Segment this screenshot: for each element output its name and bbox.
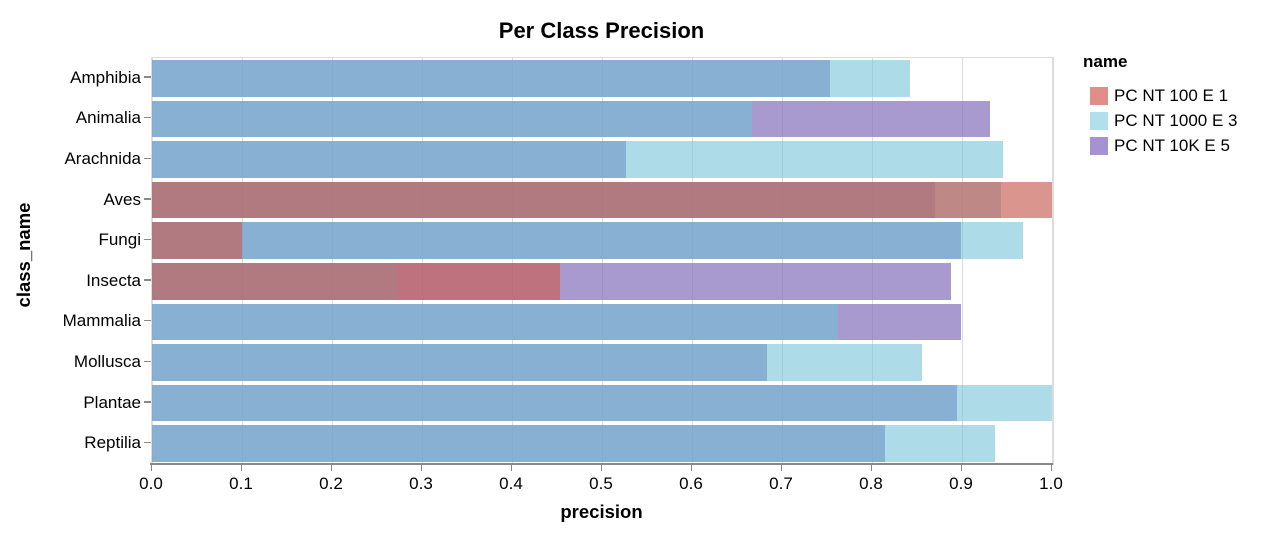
y-category-label: Arachnida (64, 149, 141, 168)
y-axis-title-text: class_name (13, 202, 34, 308)
gridline (1051, 58, 1053, 464)
x-tick-label: 0.0 (139, 474, 163, 493)
x-tick-label: 0.7 (769, 474, 793, 493)
bar-row (152, 141, 1052, 178)
plot-area (151, 57, 1054, 465)
y-category-label: Mammalia (62, 311, 141, 331)
bar-segment (152, 303, 838, 341)
y-tick (144, 441, 151, 444)
gridline (781, 58, 783, 464)
bar-segment (152, 263, 560, 300)
legend-items: PC NT 100 E 1 PC NT 1000 E 3 PC NT 10K E 5 (1083, 86, 1237, 161)
bar-segment (152, 425, 996, 462)
bar-row (152, 100, 1052, 138)
y-tick (144, 157, 151, 159)
bar-segment (152, 141, 1004, 178)
bar-row (152, 384, 1052, 422)
legend-item: PC NT 100 E 1 (1083, 86, 1228, 111)
y-tick (144, 319, 151, 322)
x-tick-label: 0.8 (859, 474, 883, 493)
legend-label: PC NT 1000 E 3 (1114, 111, 1238, 130)
x-tick (1050, 465, 1052, 471)
x-tick (420, 465, 422, 471)
gridline (871, 58, 873, 464)
gridline (601, 58, 603, 464)
x-tick-label: 0.9 (949, 474, 973, 493)
gridline (691, 58, 693, 464)
x-tick (240, 465, 242, 471)
x-tick-label: 0.1 (229, 474, 253, 493)
gridline (421, 58, 423, 464)
y-category-label: Aves (103, 189, 142, 209)
x-tick-label: 0.6 (679, 474, 703, 493)
legend-label: PC NT 100 E 1 (1114, 86, 1229, 105)
bar-segment (152, 344, 923, 381)
legend-swatch (1090, 87, 1108, 105)
x-tick-label: 0.4 (499, 474, 523, 493)
x-tick (870, 465, 872, 471)
gridline (241, 58, 243, 464)
x-tick (150, 465, 152, 471)
x-tick-label: 0.2 (319, 474, 343, 493)
y-category-label: Amphibia (70, 67, 141, 87)
y-category-label: Plantae (83, 392, 141, 412)
bar-row (152, 60, 1052, 97)
y-tick (144, 76, 151, 78)
legend-swatch (1090, 137, 1108, 155)
bar-row (152, 222, 1052, 259)
x-tick (690, 465, 692, 471)
x-axis-line (150, 463, 1053, 465)
y-category-label: Reptilia (84, 433, 141, 453)
bar-segment (152, 222, 242, 259)
y-tick (144, 116, 151, 119)
gridline (331, 58, 333, 464)
y-tick (144, 279, 151, 281)
x-tick (330, 465, 332, 471)
bar-segment (152, 100, 753, 138)
x-tick (780, 465, 782, 471)
x-tick (600, 465, 602, 471)
legend-title: name (1083, 52, 1128, 71)
x-tick-label: 0.5 (589, 474, 613, 493)
y-tick (144, 198, 151, 200)
legend: name PC NT 100 E 1 PC NT 1000 E 3 PC NT 10… (1083, 52, 1237, 161)
bar-segment (152, 60, 910, 97)
y-category-label: Mollusca (73, 352, 141, 371)
y-tick (144, 238, 151, 241)
bar-segment (152, 222, 1024, 259)
bar-row (152, 425, 1052, 462)
y-category-label: Animalia (75, 108, 141, 128)
bar-row (152, 181, 1052, 219)
y-category-label: Insecta (86, 270, 141, 290)
chart-title: Per Class Precision (498, 18, 705, 43)
x-tick-label: 1.0 (1039, 474, 1063, 493)
bar-segment (152, 384, 1052, 422)
y-tick (144, 401, 151, 403)
x-tick-label: 0.3 (409, 474, 433, 493)
x-tick (510, 465, 512, 471)
y-category-label: Fungi (98, 230, 141, 250)
bar-row (152, 344, 1052, 381)
gridline (511, 58, 513, 464)
legend-item: PC NT 10K E 5 (1083, 136, 1230, 161)
y-tick (144, 360, 151, 362)
legend-item: PC NT 1000 E 3 (1083, 111, 1237, 136)
legend-swatch (1090, 112, 1108, 130)
gridline (151, 58, 153, 464)
gridline (961, 58, 963, 464)
x-axis-title: precision (560, 501, 643, 522)
x-tick (960, 465, 962, 471)
bar-row (152, 263, 1052, 300)
bar-segment (152, 181, 1052, 219)
legend-label: PC NT 10K E 5 (1114, 136, 1230, 155)
bar-row (152, 303, 1052, 341)
